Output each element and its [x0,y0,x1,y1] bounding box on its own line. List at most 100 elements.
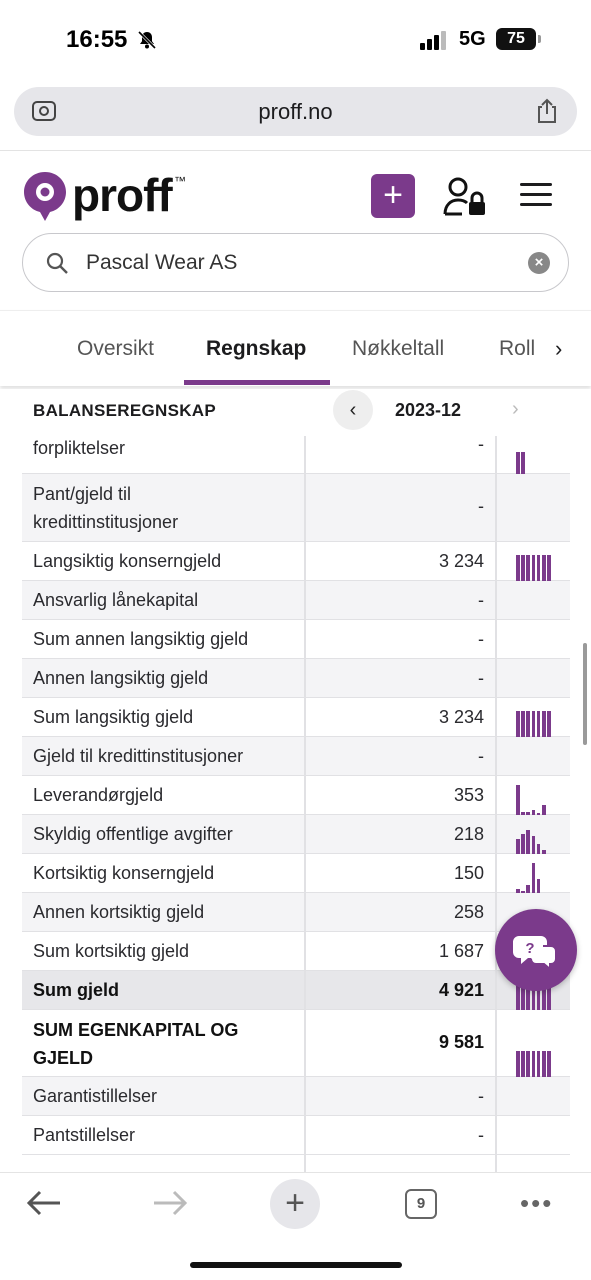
row-value: 3 234 [438,707,484,727]
spark-bar [531,836,536,854]
spark-bar [542,805,546,815]
sparkline-chart[interactable] [512,444,548,474]
tab-nokkeltall[interactable]: Nøkkeltall [352,337,445,360]
logo-trademark: ™ [174,174,186,188]
more-options-icon[interactable]: ••• [520,1188,554,1218]
spark-bar [521,891,525,893]
row-value: - [478,496,484,516]
chat-button[interactable]: ? [495,909,577,991]
add-button[interactable]: + [371,174,415,218]
forward-arrow-icon[interactable] [152,1189,188,1217]
table-row[interactable]: Annen langsiktig gjeld - [22,659,570,698]
url-text[interactable]: proff.no [258,99,333,124]
table-row[interactable]: Langsiktig konserngjeld 3 234 [22,542,570,581]
row-value: 150 [453,863,484,883]
row-label: Ansvarlig lånekapital [33,590,199,610]
spark-bar [536,555,541,581]
page-settings-icon[interactable] [31,99,57,123]
chat-bubbles-icon: ? [513,936,557,972]
user-lock-icon[interactable] [442,176,488,218]
sparkline-chart[interactable] [512,785,548,815]
table-row[interactable]: Pantstillelser - [22,1116,570,1155]
table-row[interactable]: Ansvarlig lånekapital - [22,581,570,620]
row-value: 1 687 [438,941,484,961]
row-label: Annen kortsiktig gjeld [33,902,205,922]
sparkline-chart[interactable] [512,1047,551,1077]
spark-bar [521,984,525,1010]
bell-muted-icon [137,30,157,50]
spark-bar [547,711,551,737]
row-label: Garantistillelser [33,1086,158,1106]
spark-bar [536,844,541,854]
tab-roller[interactable]: Roll [499,337,536,360]
logo-text: proff [72,169,173,221]
table-row[interactable]: Gjeld til kredittinstitusjoner - [22,737,570,776]
spark-bar [526,885,530,893]
previous-period-button[interactable]: ‹ [333,390,373,430]
table-row[interactable]: Kortsiktig konserngjeld 150 [22,854,570,893]
sparkline-chart[interactable] [512,551,551,581]
spark-bar [516,839,520,854]
section-title: BALANSEREGNSKAP [33,401,217,420]
spark-bar [526,1051,530,1077]
hamburger-menu-icon[interactable] [520,181,552,209]
spark-bar [516,785,520,815]
spark-bar [536,984,541,1010]
spark-bar [536,711,541,737]
tab-oversikt[interactable]: Oversikt [77,337,155,360]
proff-logo[interactable]: proff ™ [22,169,202,222]
scrollbar[interactable] [583,643,587,745]
spark-bar [547,1051,551,1077]
table-row[interactable]: Garantistillelser - [22,1077,570,1116]
spark-bar [521,834,525,854]
share-icon[interactable] [535,98,559,124]
spark-bar [521,555,525,581]
spark-bar [516,984,520,1010]
table-row[interactable]: Annen kortsiktig gjeld 258 [22,893,570,932]
sparkline-chart[interactable] [512,980,551,1010]
spark-bar [521,812,525,815]
tab-bar: Oversikt Regnskap Nøkkeltall Roll › [0,310,591,386]
next-period-icon[interactable]: › [512,398,519,420]
row-value: - [478,590,484,610]
row-label: Langsiktig konserngjeld [33,551,222,571]
sparkline-chart[interactable] [512,863,548,893]
row-label: Sum gjeld [33,980,120,1000]
back-arrow-icon[interactable] [26,1189,62,1217]
spark-bar [542,850,546,854]
row-value: - [478,1086,484,1106]
row-label: Annen langsiktig gjeld [33,668,209,688]
table-row[interactable]: Pant/gjeld til kredittinstitusjoner - [22,474,570,542]
table-row[interactable]: Sum gjeld 4 921 [22,971,570,1010]
search-input[interactable]: Pascal Wear AS [86,251,238,274]
spark-bar [547,984,551,1010]
row-label: Sum kortsiktig gjeld [33,941,190,961]
spark-bar [542,1051,546,1077]
section-header: BALANSEREGNSKAP ‹ 2023-12 › [0,389,591,433]
search-icon [46,252,68,274]
row-label: forpliktelser [33,438,126,458]
address-bar[interactable]: proff.no [14,87,577,136]
chevron-right-icon[interactable]: › [555,336,563,361]
spark-bar [521,452,525,474]
spark-bar [531,810,536,815]
spark-bar [531,863,536,893]
table-row[interactable]: Sum annen langsiktig gjeld - [22,620,570,659]
table-row[interactable]: Sum kortsiktig gjeld 1 687 [22,932,570,971]
search-field[interactable]: Pascal Wear AS × [22,233,569,292]
table-row[interactable]: Leverandørgjeld 353 [22,776,570,815]
sparkline-chart[interactable] [512,707,551,737]
balance-table: forpliktelser - Pant/gjeld til kredittinst… [22,436,570,1172]
tab-regnskap[interactable]: Regnskap [206,337,307,360]
sparkline-chart[interactable] [512,824,548,854]
row-value: 353 [453,785,484,805]
table-row[interactable]: Sum langsiktig gjeld 3 234 [22,698,570,737]
clear-search-icon[interactable]: × [528,252,550,274]
tabs-count-button[interactable]: 9 [405,1189,437,1219]
spark-bar [526,711,530,737]
divider [0,150,591,151]
new-tab-button[interactable]: + [270,1179,320,1229]
table-row[interactable]: forpliktelser - [22,436,570,474]
table-row[interactable]: Skyldig offentlige avgifter 218 [22,815,570,854]
table-row[interactable]: SUM EGENKAPITAL OG GJELD 9 581 [22,1010,570,1077]
